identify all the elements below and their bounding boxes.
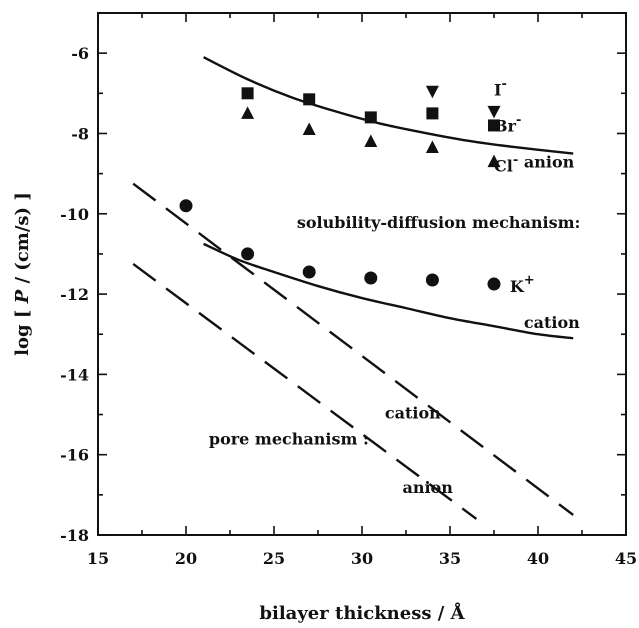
y-axis-label-suffix: / (cm/s) ] bbox=[12, 192, 33, 290]
point-cl-minus bbox=[364, 134, 378, 147]
point-br-minus bbox=[241, 87, 254, 100]
point-br-minus bbox=[488, 119, 500, 132]
point-br-minus bbox=[303, 93, 316, 106]
line-pore-anion bbox=[132, 262, 478, 520]
annotation-text: cation bbox=[385, 404, 441, 423]
annotation-cl: Cl- bbox=[494, 153, 518, 176]
annotation-superscript: + bbox=[524, 273, 535, 288]
plot-frame bbox=[97, 12, 627, 536]
x-tick-label: 20 bbox=[175, 549, 197, 568]
x-tick-label: 15 bbox=[87, 549, 109, 568]
point-cl-minus bbox=[241, 106, 255, 119]
data-points bbox=[179, 85, 501, 291]
annotation-br: Br- bbox=[494, 112, 521, 135]
annotation-text: pore mechanism : bbox=[209, 430, 369, 449]
y-tick-label: -8 bbox=[71, 124, 89, 143]
point-k-plus bbox=[425, 273, 439, 287]
annotation-superscript: - bbox=[501, 76, 506, 91]
annotation-cation: cation bbox=[385, 404, 441, 423]
x-axis-label: bilayer thickness / Å bbox=[259, 601, 465, 624]
x-tick-label: 35 bbox=[439, 549, 461, 568]
point-cl-minus bbox=[425, 140, 439, 154]
point-cl-minus bbox=[487, 154, 501, 168]
point-cl-minus bbox=[302, 122, 316, 135]
point-br-minus bbox=[364, 111, 377, 124]
annotation-anion: anion bbox=[524, 153, 575, 172]
line-pore-cation bbox=[132, 182, 574, 516]
point-k-plus bbox=[241, 247, 255, 261]
line-solubility-diffusion-anion bbox=[203, 56, 574, 155]
point-k-plus bbox=[364, 271, 378, 285]
x-tick-label: 30 bbox=[351, 549, 373, 568]
point-i-minus bbox=[487, 105, 501, 119]
annotation-text: I bbox=[494, 80, 501, 99]
annotation-pore-mechanism: pore mechanism : bbox=[209, 430, 369, 449]
annotation-text: Cl bbox=[494, 157, 513, 176]
annotation-k: K+ bbox=[510, 273, 535, 296]
annotation-i: I- bbox=[494, 76, 507, 99]
y-tick-label: -12 bbox=[60, 285, 89, 304]
annotation-cation: cation bbox=[524, 313, 580, 332]
x-tick-label: 45 bbox=[615, 549, 637, 568]
annotation-text: cation bbox=[524, 313, 580, 332]
x-tick-label: 40 bbox=[527, 549, 549, 568]
annotation-text: anion bbox=[402, 478, 453, 497]
annotation-text: solubility-diffusion mechanism: bbox=[297, 213, 581, 232]
annotation-text: Br bbox=[494, 116, 517, 135]
x-tick-label: 25 bbox=[263, 549, 285, 568]
annotation-superscript: - bbox=[513, 153, 518, 168]
y-tick-label: -6 bbox=[71, 44, 89, 63]
plot-axes bbox=[97, 12, 627, 536]
y-tick-label: -10 bbox=[60, 205, 89, 224]
annotation-solubility-diffusion-mechanism: solubility-diffusion mechanism: bbox=[297, 213, 581, 232]
line-solubility-diffusion-cation bbox=[203, 242, 574, 340]
y-tick-label: -18 bbox=[60, 526, 89, 545]
axis-ticks: 15 20 25 30 35 40 45 -18 -16 -14 -12 -10 -8 -6 bbox=[60, 12, 637, 568]
annotation-superscript: - bbox=[516, 112, 521, 127]
point-k-plus bbox=[302, 265, 316, 279]
y-axis-label-symbol: P bbox=[12, 289, 33, 304]
y-axis-label: log [ P / (cm/s) ] bbox=[12, 192, 33, 356]
annotation-text: K bbox=[510, 277, 525, 296]
point-k-plus bbox=[179, 199, 193, 213]
y-axis-label-prefix: log [ bbox=[12, 303, 33, 355]
annotation-text: anion bbox=[524, 153, 575, 172]
annotation-anion: anion bbox=[402, 478, 453, 497]
point-br-minus bbox=[426, 107, 439, 120]
y-tick-label: -16 bbox=[60, 446, 89, 465]
series-lines bbox=[132, 56, 574, 520]
point-i-minus bbox=[425, 85, 439, 99]
y-tick-label: -14 bbox=[60, 365, 89, 384]
point-k-plus bbox=[487, 277, 501, 291]
